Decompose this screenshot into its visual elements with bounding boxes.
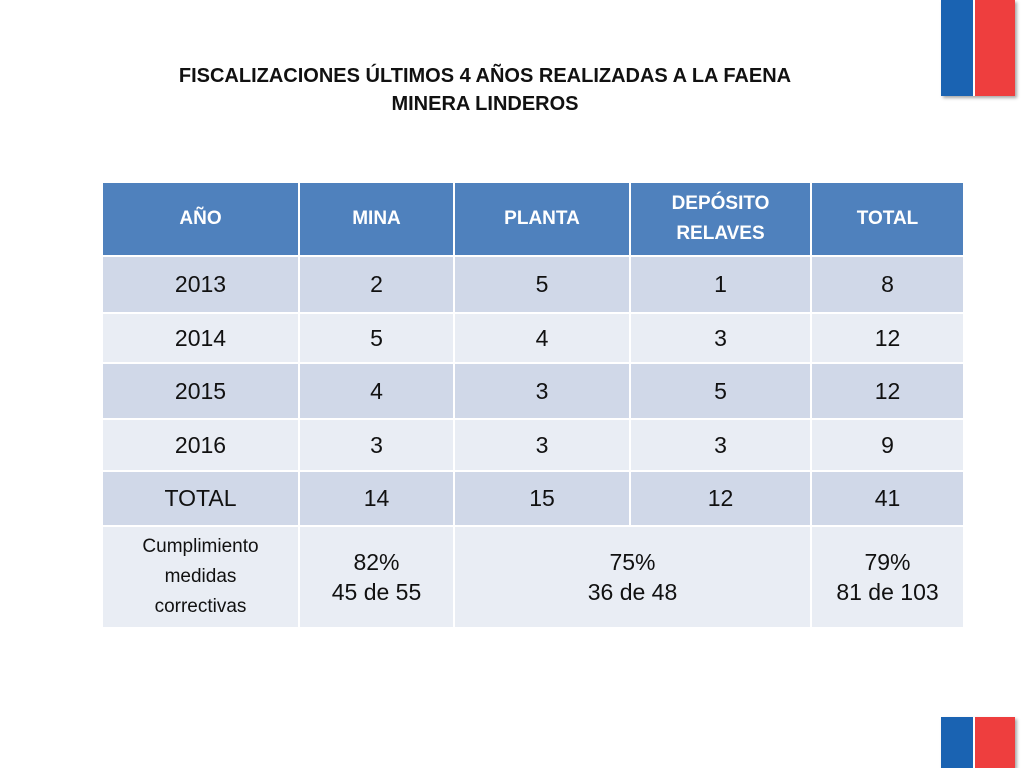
title-line-2: MINERA LINDEROS [391,93,579,115]
cell-total: 9 [810,418,965,472]
cell-deposito: 3 [629,418,812,472]
cell-total: 12 [810,362,965,420]
cell-year: 2014 [101,312,300,364]
table-row: 2016 3 3 3 9 [101,418,965,472]
table-row: 2013 2 5 1 8 [101,255,965,314]
title-line-1: FISCALIZACIONES ÚLTIMOS 4 AÑOS REALIZADA… [178,65,792,87]
compliance-label: Cumplimiento medidas correctivas [101,525,300,629]
header-deposito: DEPÓSITO [671,193,770,214]
table-header-row: AÑO MINA PLANTA DEPÓSITO RELAVES TOTAL [101,181,965,257]
table-row: 2015 4 3 5 12 [101,362,965,420]
table-row: 2014 5 4 3 12 [101,312,965,364]
compliance-total: 79% 81 de 103 [810,525,965,629]
cell-year: TOTAL [101,470,300,527]
header-total: TOTAL [810,181,965,257]
cell-total: 12 [810,312,965,364]
chile-flag-logo-bottom [941,717,1015,768]
page-title: FISCALIZACIONES ÚLTIMOS 4 AÑOS REALIZADA… [80,62,890,118]
header-year: AÑO [101,181,300,257]
compliance-row: Cumplimiento medidas correctivas 82% 45 … [101,525,965,629]
header-deposito-relaves: DEPÓSITO RELAVES [629,181,812,257]
compliance-planta-deposito: 75% 36 de 48 [453,525,812,629]
cell-mina: 4 [298,362,455,420]
cell-total: 8 [810,255,965,314]
cell-deposito: 3 [629,312,812,364]
cell-mina: 3 [298,418,455,472]
cell-deposito: 5 [629,362,812,420]
header-relaves: RELAVES [676,223,765,244]
cell-planta: 4 [453,312,631,364]
cell-planta: 15 [453,470,631,527]
cell-mina: 5 [298,312,455,364]
cell-planta: 5 [453,255,631,314]
cell-deposito: 12 [629,470,812,527]
cell-year: 2013 [101,255,300,314]
table-total-row: TOTAL 14 15 12 41 [101,470,965,527]
cell-deposito: 1 [629,255,812,314]
cell-mina: 14 [298,470,455,527]
chile-flag-logo-top [941,0,1015,96]
cell-planta: 3 [453,418,631,472]
cell-total: 41 [810,470,965,527]
header-mina: MINA [298,181,455,257]
cell-year: 2016 [101,418,300,472]
header-planta: PLANTA [453,181,631,257]
cell-year: 2015 [101,362,300,420]
compliance-mina: 82% 45 de 55 [298,525,455,629]
cell-mina: 2 [298,255,455,314]
cell-planta: 3 [453,362,631,420]
inspections-table: AÑO MINA PLANTA DEPÓSITO RELAVES TOTAL 2… [101,181,965,629]
